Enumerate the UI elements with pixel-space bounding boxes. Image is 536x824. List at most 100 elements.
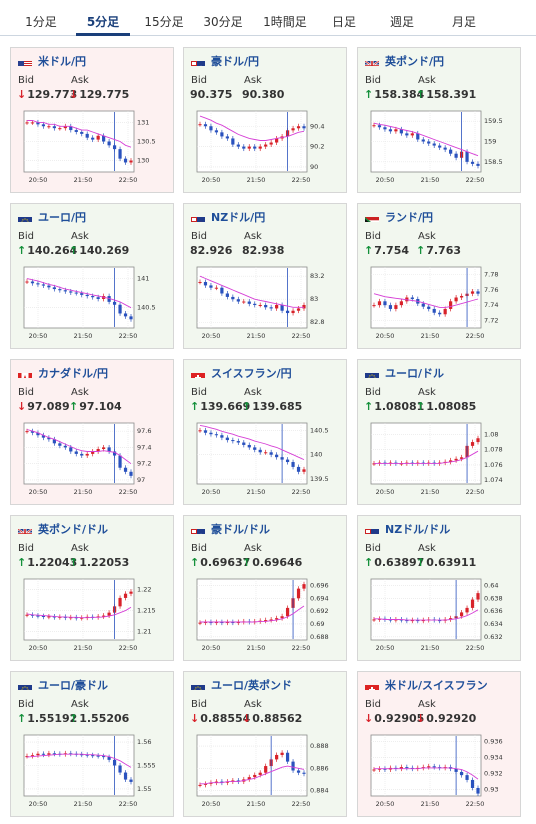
rate-card[interactable]: スイスフラン/円 Bid Ask ↑139.669 ↑139.685 20:50 21:50… [183, 359, 347, 505]
candlestick-chart[interactable]: 20:50 21:50 22:50 140.5 140 139.5 [195, 421, 333, 497]
candle [36, 613, 40, 619]
candle [275, 452, 279, 460]
candle [69, 123, 73, 133]
candle [459, 769, 464, 778]
candlestick-chart[interactable]: 20:50 21:50 22:50 7.78 7.76 7.74 7.72 [369, 265, 507, 341]
candle [47, 435, 51, 442]
y-tick-label: 0.888 [310, 742, 329, 750]
nz-flag-icon [191, 212, 205, 222]
tab-30min[interactable]: 30分足 [203, 15, 243, 29]
bid-price-value: 0.88554 [200, 712, 251, 725]
bid-price-value: 0.69637 [200, 556, 251, 569]
rate-card[interactable]: 豪ドル/ドル Bid Ask ↑0.69637 ↑0.69646 20:50 21:50 22… [183, 515, 347, 661]
rate-card[interactable]: ランド/円 Bid Ask ↑7.754 ↑7.763 20:50 21:50 22:50 7.… [357, 203, 521, 349]
rate-card[interactable]: 米ドル/スイスフラン Bid Ask ↓0.92905 ↓0.92920 20:50 21:… [357, 671, 521, 817]
candle [253, 444, 257, 453]
tab-weekly[interactable]: 週足 [389, 15, 414, 29]
down-arrow-icon: ↓ [17, 400, 27, 413]
pair-link[interactable]: ランド/円 [365, 210, 433, 224]
pair-link[interactable]: ユーロ/英ポンド [191, 678, 292, 692]
rate-card[interactable]: 米ドル/円 Bid Ask ↓129.773 ↓129.775 20:50 21:50 22:… [10, 47, 174, 193]
candlestick-chart[interactable]: 20:50 21:50 22:50 90.4 90.2 90 [195, 109, 333, 185]
up-arrow-icon: ↑ [364, 400, 374, 413]
rate-card[interactable]: 英ポンド/ドル Bid Ask ↑1.22043 ↑1.22053 20:50 21:50 2… [10, 515, 174, 661]
pair-link[interactable]: 英ポンド/円 [365, 54, 444, 68]
rate-card[interactable]: ユーロ/ドル Bid Ask ↑1.08081 ↑1.08085 20:50 21:50 22… [357, 359, 521, 505]
candle [209, 780, 213, 787]
pair-link[interactable]: ユーロ/ドル [365, 366, 444, 380]
candlestick-chart[interactable]: 20:50 21:50 22:50 0.696 0.694 0.692 0.69 0.688 [195, 577, 333, 653]
rate-card[interactable]: NZドル/ドル Bid Ask ↑0.63897 ↑0.63911 20:50 21:50 2… [357, 515, 521, 661]
candle [388, 126, 393, 134]
pair-link[interactable]: スイスフラン/円 [191, 366, 292, 380]
candle [470, 777, 475, 791]
candle [264, 142, 268, 150]
candlestick-chart[interactable]: 20:50 21:50 22:50 1.22 1.215 1.21 [22, 577, 160, 653]
tab-1min[interactable]: 1分足 [25, 15, 57, 29]
y-tick-label: 0.884 [310, 786, 329, 794]
pair-link[interactable]: カナダドル/円 [18, 366, 108, 380]
ask-label: Ask [244, 231, 262, 242]
x-tick-label: 22:50 [292, 332, 311, 340]
y-tick-label: 0.93 [484, 786, 498, 794]
x-tick-label: 22:50 [119, 332, 138, 340]
candlestick-chart[interactable]: 20:50 21:50 22:50 0.936 0.934 0.932 0.93 [369, 733, 507, 809]
candlestick-chart[interactable]: 20:50 21:50 22:50 0.64 0.638 0.636 0.634 0.632 [369, 577, 507, 653]
rate-card[interactable]: 英ポンド/円 Bid Ask ↑158.384 ↑158.391 20:50 21:50 22… [357, 47, 521, 193]
candlestick-chart[interactable]: 20:50 21:50 22:50 1.08 1.078 1.076 1.074 [369, 421, 507, 497]
tab-1hour[interactable]: 1時間足 [263, 15, 307, 29]
candlestick-chart[interactable]: 20:50 21:50 22:50 141 140.5 [22, 265, 160, 341]
rate-card[interactable]: ユーロ/英ポンド Bid Ask ↓0.88554 ↓0.88562 20:50 21:50… [183, 671, 347, 817]
candlestick-chart[interactable]: 20:50 21:50 22:50 159.5 159 158.5 [369, 109, 507, 185]
rate-card[interactable]: 豪ドル/円 Bid Ask 90.375 90.380 20:50 21:50 22:50 90… [183, 47, 347, 193]
candle [275, 136, 279, 145]
candle [302, 770, 306, 777]
rate-card[interactable]: ユーロ/豪ドル Bid Ask ↑1.55192 ↑1.55206 20:50 21:50 2… [10, 671, 174, 817]
ask-price: ↑1.08085 [416, 400, 476, 413]
bid-price: ↑0.63897 [364, 556, 424, 569]
pair-link[interactable]: 英ポンド/ドル [18, 522, 108, 536]
candle [459, 293, 464, 300]
pair-link[interactable]: 豪ドル/円 [191, 54, 259, 68]
candle [96, 446, 100, 454]
candle [275, 615, 279, 622]
candle [291, 308, 295, 316]
candle [220, 779, 224, 786]
pair-name: ユーロ/豪ドル [38, 679, 109, 692]
bid-label: Bid [191, 543, 207, 554]
pair-link[interactable]: 米ドル/スイスフラン [365, 678, 488, 692]
rate-card[interactable]: ユーロ/円 Bid Ask ↑140.264 ↑140.269 20:50 21:50 22:… [10, 203, 174, 349]
rate-card[interactable]: カナダドル/円 Bid Ask ↓97.089 ↑97.104 20:50 21:50 22:… [10, 359, 174, 505]
x-tick-label: 20:50 [29, 176, 48, 184]
y-tick-label: 140 [310, 451, 322, 459]
ask-price-value: 158.391 [426, 88, 477, 101]
y-tick-label: 1.21 [137, 628, 151, 636]
x-tick-label: 21:50 [247, 488, 266, 496]
candle [465, 605, 469, 615]
candlestick-chart[interactable]: 20:50 21:50 22:50 97.6 97.4 97.2 97 [22, 421, 160, 497]
rate-card[interactable]: NZドル/円 Bid Ask 82.926 82.938 20:50 21:50 22:50 8… [183, 203, 347, 349]
tab-15min[interactable]: 15分足 [144, 15, 184, 29]
candlestick-chart[interactable]: 20:50 21:50 22:50 1.56 1.555 1.55 [22, 733, 160, 809]
candle [432, 763, 436, 770]
candle [296, 768, 301, 776]
pair-link[interactable]: ユーロ/円 [18, 210, 86, 224]
pair-link[interactable]: ユーロ/豪ドル [18, 678, 108, 692]
tab-daily[interactable]: 日足 [331, 15, 356, 29]
ask-price-value: 7.763 [426, 244, 462, 257]
tab-monthly[interactable]: 月足 [451, 15, 476, 29]
tab-5min[interactable]: 5分足 [76, 0, 130, 36]
candlestick-chart[interactable]: 20:50 21:50 22:50 131 130.5 130 [22, 109, 160, 185]
eu-flag-icon [365, 368, 379, 378]
pair-link[interactable]: 米ドル/円 [18, 54, 86, 68]
bid-price: ↓0.88554 [190, 712, 250, 725]
candlestick-chart[interactable]: 20:50 21:50 22:50 0.888 0.886 0.884 [195, 733, 333, 809]
y-tick-label: 1.076 [484, 461, 503, 469]
pair-link[interactable]: NZドル/円 [191, 210, 265, 224]
candlestick-chart[interactable]: 20:50 21:50 22:50 83.2 83 82.8 [195, 265, 333, 341]
candle [296, 586, 301, 601]
pair-link[interactable]: NZドル/ドル [365, 522, 450, 536]
candle [123, 156, 128, 165]
bid-price: ↓0.92905 [364, 712, 424, 725]
pair-link[interactable]: 豪ドル/ドル [191, 522, 270, 536]
